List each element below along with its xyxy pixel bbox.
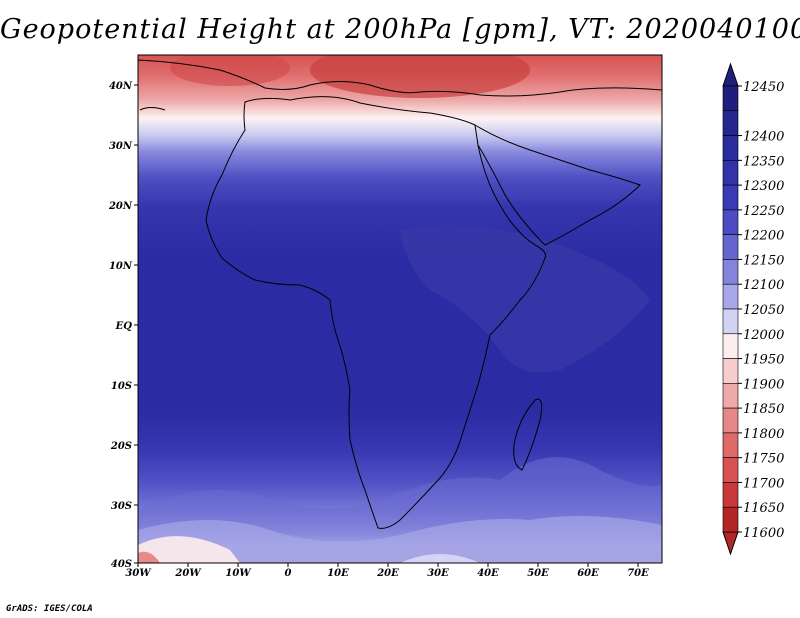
colorbar-swatch [722, 506, 739, 533]
lon-label: 20E [376, 568, 399, 579]
colorbar-swatch [722, 135, 739, 161]
lon-label: 30W [125, 568, 152, 579]
colorbar-label: 12450 [743, 80, 784, 95]
lat-label: 10S [111, 381, 132, 392]
lat-label: 40S [111, 559, 132, 570]
lon-label: 20W [174, 568, 202, 579]
lon-label: 0 [285, 568, 292, 579]
lon-label: 30E [427, 568, 449, 579]
colorbar-label: 11900 [743, 377, 784, 392]
latitude-axis: 40N 30N 20N 10N EQ 10S 20S 30S 40S [108, 81, 138, 570]
colorbar-swatch [722, 110, 739, 136]
colorbar-swatch [722, 383, 739, 409]
lat-label: 30S [111, 501, 132, 512]
colorbar-swatch [722, 234, 739, 260]
colorbar-label: 11750 [743, 452, 784, 467]
lon-label: 50E [527, 568, 549, 579]
height-field [138, 55, 662, 563]
colorbar-swatch [722, 209, 739, 235]
colorbar-swatch [722, 184, 739, 211]
lon-label: 10E [327, 568, 349, 579]
lat-label: EQ [115, 321, 133, 332]
colorbar-bottom-arrow [722, 531, 739, 556]
lat-label: 20N [108, 201, 133, 212]
colorbar-label: 12050 [743, 303, 784, 318]
grads-credit: GrADS: IGES/COLA [6, 604, 93, 614]
colorbar-swatch [722, 160, 739, 186]
colorbar-top-arrow [722, 62, 739, 87]
colorbar-label: 12100 [743, 278, 784, 293]
coastlines [138, 59, 662, 529]
colorbar-label: 12150 [743, 253, 784, 268]
colorbar-swatch [722, 259, 739, 285]
colorbar-swatch [722, 333, 739, 359]
colorbar-label: 12400 [743, 130, 784, 145]
colorbar-label: 12300 [743, 179, 784, 194]
lat-label: 20S [110, 441, 132, 452]
lon-label: 40E [477, 568, 499, 579]
colorbar-swatch [722, 482, 739, 508]
colorbar-label: 11600 [743, 526, 784, 541]
colorbar-swatch [722, 85, 739, 112]
colorbar-label: 12250 [743, 204, 784, 219]
colorbar-swatch [722, 283, 739, 310]
colorbar-label: 12350 [743, 154, 784, 169]
colorbar-label: 11650 [743, 501, 784, 516]
colorbar-label: 11950 [743, 353, 784, 368]
lat-label: 40N [109, 81, 133, 92]
lon-label: 60E [577, 568, 599, 579]
colorbar-label: 11800 [743, 427, 784, 442]
colorbar-label: 11700 [743, 476, 784, 491]
colorbar-label: 11850 [743, 402, 784, 417]
colorbar-swatch [722, 308, 739, 335]
map-title: Geopotential Height at 200hPa [gpm], VT:… [0, 14, 800, 45]
longitude-axis: 30W 20W 10W 0 10E 20E 30E 40E 50E 60E 70E [125, 563, 649, 579]
colorbar-label: 12000 [743, 328, 784, 343]
lat-label: 10N [109, 261, 133, 272]
colorbar: 12450 12400 12350 12300 12250 12200 12150 12100… [722, 62, 784, 556]
map-frame [137, 54, 663, 564]
lon-label: 70E [627, 568, 649, 579]
lat-label: 30N [109, 141, 133, 152]
colorbar-swatch [722, 432, 739, 458]
colorbar-label: 12200 [743, 229, 784, 244]
lon-label: 10W [225, 568, 252, 579]
colorbar-swatch [722, 457, 739, 483]
colorbar-swatch [722, 358, 739, 384]
colorbar-swatch [722, 407, 739, 434]
